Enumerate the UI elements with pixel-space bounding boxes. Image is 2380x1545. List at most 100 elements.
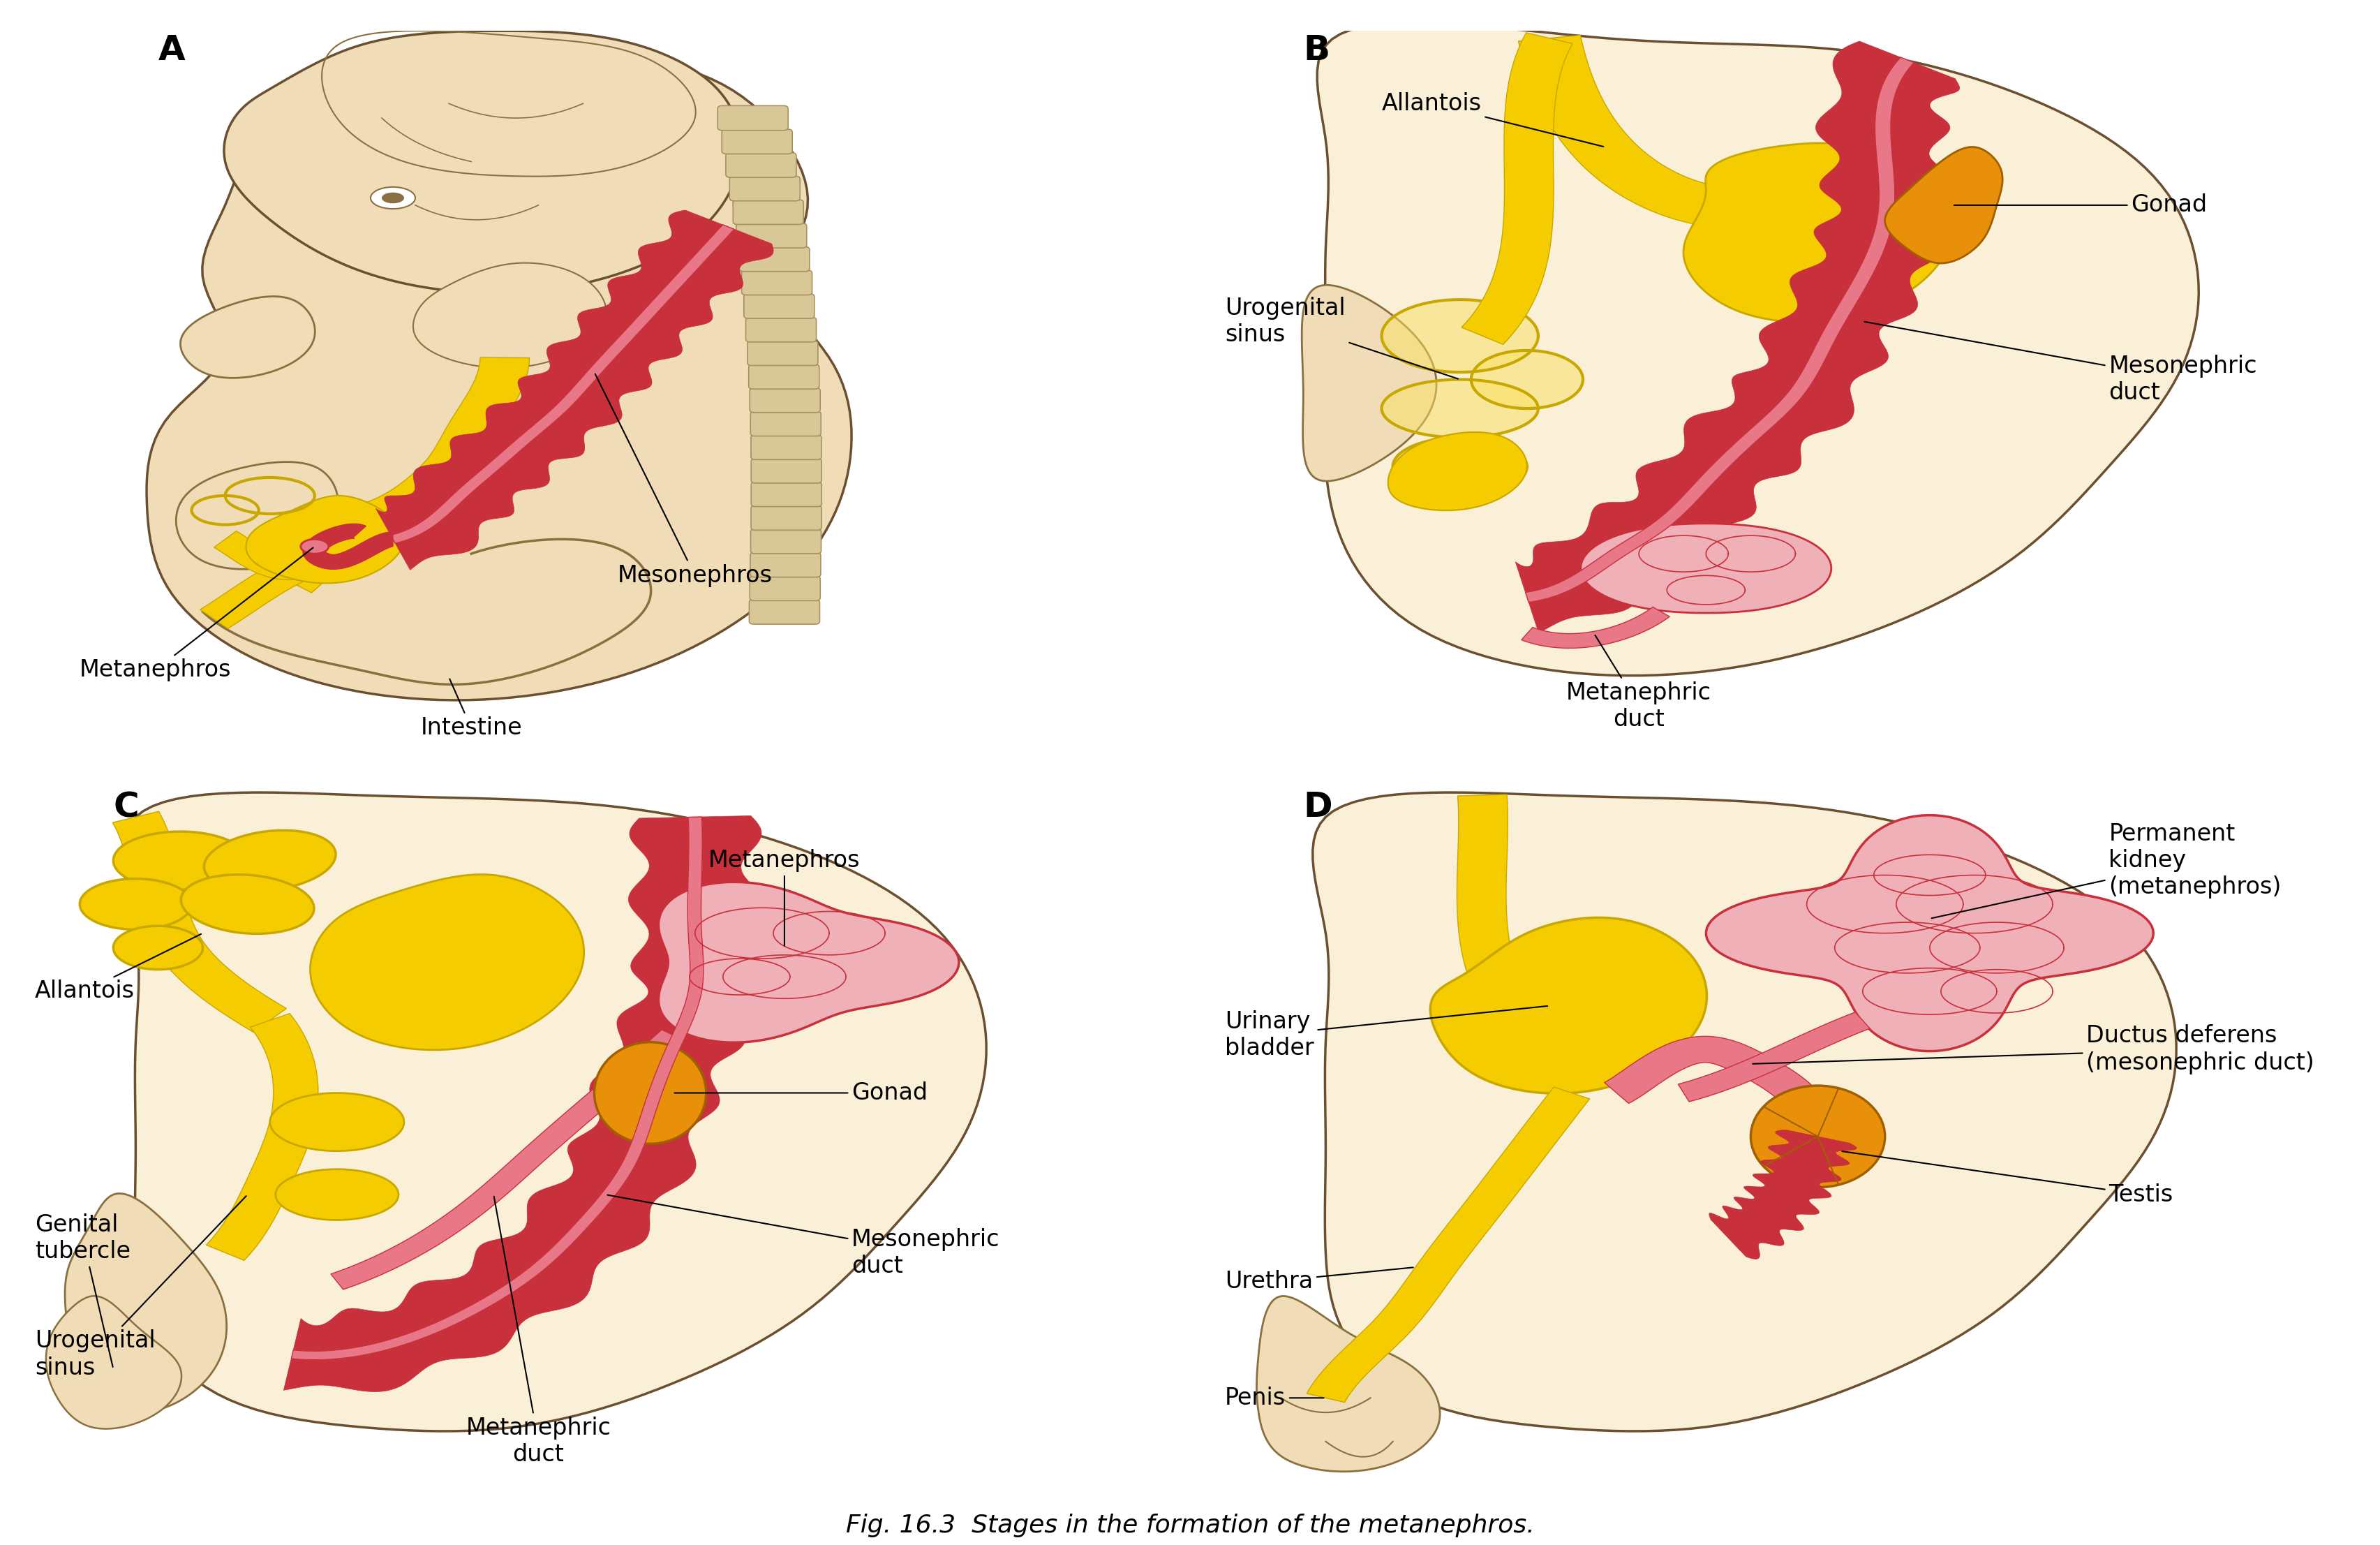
Polygon shape <box>1302 284 1438 480</box>
Polygon shape <box>1392 437 1528 496</box>
Polygon shape <box>309 874 583 1051</box>
Text: Urethra: Urethra <box>1226 1267 1414 1293</box>
Polygon shape <box>1709 1129 1856 1259</box>
FancyBboxPatch shape <box>752 434 821 459</box>
Text: Mesonephros: Mesonephros <box>595 374 774 587</box>
Text: Metanephros: Metanephros <box>81 547 314 681</box>
Text: Allantois: Allantois <box>36 935 200 1003</box>
Polygon shape <box>302 524 393 569</box>
FancyBboxPatch shape <box>740 247 809 272</box>
Polygon shape <box>1316 23 2199 675</box>
Polygon shape <box>224 31 740 294</box>
Polygon shape <box>1257 1296 1440 1471</box>
Text: Gonad: Gonad <box>1954 193 2206 216</box>
FancyBboxPatch shape <box>750 553 821 578</box>
Polygon shape <box>1457 794 1518 981</box>
Text: Urogenital
sinus: Urogenital sinus <box>1226 297 1459 379</box>
FancyBboxPatch shape <box>731 176 800 201</box>
Polygon shape <box>269 1092 405 1151</box>
Text: Ductus deferens
(mesonephric duct): Ductus deferens (mesonephric duct) <box>1752 1024 2313 1074</box>
Polygon shape <box>1518 36 1716 224</box>
Polygon shape <box>390 224 735 544</box>
Polygon shape <box>1516 42 1959 633</box>
Polygon shape <box>276 1170 397 1221</box>
Ellipse shape <box>371 187 416 209</box>
Polygon shape <box>45 1296 181 1429</box>
Polygon shape <box>1383 380 1537 437</box>
FancyBboxPatch shape <box>747 341 819 366</box>
Polygon shape <box>205 830 336 891</box>
Polygon shape <box>1678 1012 1871 1102</box>
Text: Testis: Testis <box>1842 1151 2173 1207</box>
Polygon shape <box>1388 433 1528 510</box>
Polygon shape <box>112 811 286 1032</box>
FancyBboxPatch shape <box>750 599 819 624</box>
FancyBboxPatch shape <box>750 365 819 389</box>
Ellipse shape <box>300 539 328 553</box>
FancyBboxPatch shape <box>752 505 821 530</box>
Text: Mesonephric
duct: Mesonephric duct <box>1864 321 2256 405</box>
Text: Genital
tubercle: Genital tubercle <box>36 1213 131 1367</box>
Polygon shape <box>1471 351 1583 408</box>
Polygon shape <box>176 462 338 569</box>
Polygon shape <box>114 925 202 969</box>
FancyBboxPatch shape <box>752 482 821 507</box>
Text: Metanephros: Metanephros <box>709 850 859 946</box>
Text: Urinary
bladder: Urinary bladder <box>1226 1006 1547 1060</box>
Text: C: C <box>114 791 138 823</box>
FancyBboxPatch shape <box>733 199 804 224</box>
FancyBboxPatch shape <box>752 459 821 484</box>
FancyBboxPatch shape <box>750 576 821 601</box>
Ellipse shape <box>595 1043 707 1143</box>
Text: A: A <box>157 34 186 66</box>
FancyBboxPatch shape <box>719 105 788 130</box>
Text: Mesonephric
duct: Mesonephric duct <box>607 1194 1000 1278</box>
Polygon shape <box>1526 57 1914 603</box>
Polygon shape <box>376 210 774 570</box>
Text: Metanephric
duct: Metanephric duct <box>1566 635 1711 731</box>
Polygon shape <box>124 793 985 1431</box>
Polygon shape <box>659 882 959 1043</box>
Polygon shape <box>1307 1088 1590 1403</box>
Polygon shape <box>1580 524 1830 613</box>
Text: Penis: Penis <box>1226 1386 1323 1409</box>
Polygon shape <box>1461 32 1573 345</box>
Polygon shape <box>214 531 326 579</box>
FancyBboxPatch shape <box>750 528 821 553</box>
FancyBboxPatch shape <box>726 153 797 178</box>
Text: Permanent
kidney
(metanephros): Permanent kidney (metanephros) <box>1933 822 2282 918</box>
Polygon shape <box>245 496 405 584</box>
Text: Allantois: Allantois <box>1380 93 1604 147</box>
FancyBboxPatch shape <box>750 411 821 436</box>
Text: B: B <box>1304 34 1330 66</box>
FancyBboxPatch shape <box>735 224 807 247</box>
Text: Intestine: Intestine <box>421 678 521 740</box>
FancyBboxPatch shape <box>750 388 821 413</box>
Polygon shape <box>1885 147 2002 263</box>
Text: Metanephric
duct: Metanephric duct <box>466 1196 612 1466</box>
Polygon shape <box>114 831 248 890</box>
FancyBboxPatch shape <box>743 270 812 295</box>
Polygon shape <box>1383 300 1537 372</box>
Text: Gonad: Gonad <box>674 1082 928 1105</box>
FancyBboxPatch shape <box>721 130 793 155</box>
Polygon shape <box>1683 144 1954 321</box>
Text: Fig. 16.3  Stages in the formation of the metanephros.: Fig. 16.3 Stages in the formation of the… <box>845 1514 1535 1537</box>
Polygon shape <box>181 874 314 933</box>
Polygon shape <box>1604 1037 1837 1137</box>
Polygon shape <box>64 1193 226 1412</box>
Ellipse shape <box>381 193 405 204</box>
Polygon shape <box>181 297 314 379</box>
Polygon shape <box>148 43 852 700</box>
Polygon shape <box>274 357 528 593</box>
Text: Urogenital
sinus: Urogenital sinus <box>36 1196 245 1380</box>
Polygon shape <box>1521 607 1671 649</box>
FancyBboxPatch shape <box>745 317 816 341</box>
Polygon shape <box>1706 816 2154 1051</box>
FancyBboxPatch shape <box>745 294 814 318</box>
Text: D: D <box>1304 791 1333 823</box>
Ellipse shape <box>1752 1086 1885 1187</box>
Polygon shape <box>331 1029 683 1290</box>
Polygon shape <box>283 816 762 1392</box>
Polygon shape <box>290 817 704 1360</box>
